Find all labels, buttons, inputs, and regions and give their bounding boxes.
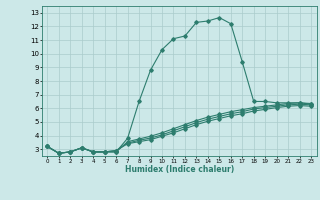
X-axis label: Humidex (Indice chaleur): Humidex (Indice chaleur) — [124, 165, 234, 174]
